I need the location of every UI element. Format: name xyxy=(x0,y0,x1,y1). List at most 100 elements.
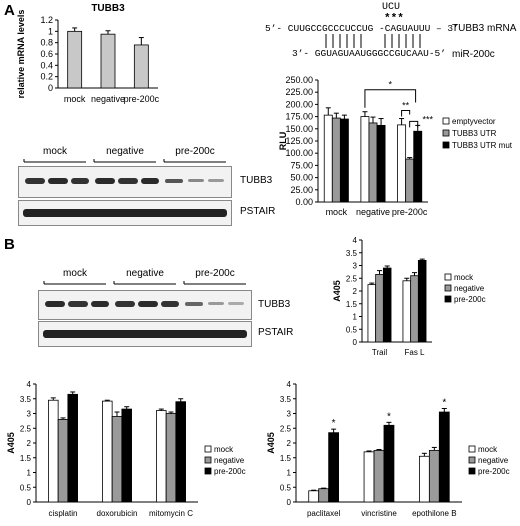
y-tick-label: 0.4 xyxy=(40,60,53,70)
significance-bracket xyxy=(364,89,417,108)
x-tick-label: negative xyxy=(91,94,125,104)
bar xyxy=(373,449,385,503)
bar xyxy=(417,259,427,343)
bar xyxy=(121,408,132,503)
chart-drugs1: 0 0.5 1 1.5 2 2.5 3 3.5 4 A405 cisplatin doxorubici… xyxy=(6,380,246,518)
y-tick-label: 150.00 xyxy=(285,124,313,134)
y-tick-label: 0.5 xyxy=(280,483,292,492)
y-tick-label: 3 xyxy=(27,410,32,419)
bar xyxy=(100,33,116,89)
y-tick-label: 3.5 xyxy=(346,249,358,258)
x-tick-label: mitomycin C xyxy=(149,509,193,518)
blot-b-pstair-bands xyxy=(43,330,247,338)
legend-label: TUBB3 UTR mut xyxy=(452,141,513,150)
bar xyxy=(376,124,386,203)
x-tick-label: Trail xyxy=(372,348,387,357)
y-tick-label: 0.6 xyxy=(40,49,53,59)
legend-swatch xyxy=(442,141,450,149)
bar xyxy=(368,122,378,203)
x-tick-label: Fas L xyxy=(404,348,425,357)
bar xyxy=(382,267,392,343)
x-tick-label: pre-200c xyxy=(392,207,428,217)
bar xyxy=(418,455,430,503)
legend-swatch xyxy=(444,284,452,292)
y-tick-label: 3.5 xyxy=(20,395,32,404)
y-tick-label: 0 xyxy=(27,498,32,507)
y-tick-label: 1 xyxy=(27,469,32,478)
blot-b-tubb3-strip xyxy=(38,290,252,320)
y-tick-label: 2 xyxy=(27,439,32,448)
legend-swatch xyxy=(468,445,476,453)
y-tick-label: 0.5 xyxy=(20,483,32,492)
y-tick-label: 75.00 xyxy=(290,160,313,170)
blot-a-tubb3-strip xyxy=(18,166,232,198)
legend-swatch xyxy=(204,456,212,464)
bar xyxy=(133,44,149,89)
legend-swatch xyxy=(204,445,212,453)
blot-b-tubb3-bands xyxy=(45,301,244,307)
panel-a-letter: A xyxy=(4,2,15,19)
mutation-sequence: UCU xyxy=(382,2,401,13)
x-tick-label: vincristine xyxy=(361,509,397,518)
legend-label: mock xyxy=(454,273,474,282)
y-tick-label: 3 xyxy=(353,262,358,271)
legend-swatch xyxy=(442,117,450,125)
x-tick-label: pre-200c xyxy=(124,94,160,104)
bar xyxy=(375,274,384,343)
bar xyxy=(397,124,407,203)
legend-label: TUBB3 UTR xyxy=(452,129,497,138)
y-tick-label: 50.00 xyxy=(290,173,313,183)
significance-label: *** xyxy=(422,114,433,124)
blot-a-band-tubb3: TUBB3 xyxy=(240,175,273,186)
bar xyxy=(165,413,177,503)
legend-label: pre-200c xyxy=(454,295,486,304)
y-tick-label: 2 xyxy=(287,439,292,448)
y-tick-label: 0 xyxy=(48,83,53,93)
significance-bracket xyxy=(409,120,419,128)
blot-b-band-tubb3: TUBB3 xyxy=(258,299,291,310)
y-tick-label: 1 xyxy=(48,26,53,36)
y-tick-label: 1.5 xyxy=(20,454,32,463)
significance-label: * xyxy=(332,418,336,429)
blot-a-lane-pre200c: pre-200c xyxy=(175,146,215,157)
y-tick-label: 225.00 xyxy=(285,87,313,97)
bar xyxy=(156,410,167,503)
y-tick-label: 2.5 xyxy=(280,424,292,433)
y-tick-label: 1 xyxy=(287,469,292,478)
blot-b-band-pstair: PSTAIR xyxy=(258,327,294,338)
bar xyxy=(360,116,370,203)
bar xyxy=(323,114,333,203)
y-tick-label: 1.2 xyxy=(40,15,53,25)
bar xyxy=(111,416,123,503)
y-tick-label: 4 xyxy=(27,380,32,389)
legend-swatch xyxy=(444,295,452,303)
bar xyxy=(328,432,340,503)
bar xyxy=(48,399,59,503)
y-tick-label: 2 xyxy=(353,287,358,296)
y-tick-label: 3 xyxy=(287,410,292,419)
y-tick-label: 4 xyxy=(353,236,358,245)
significance-label: * xyxy=(442,397,446,408)
x-tick-label: mock xyxy=(64,94,86,104)
y-tick-label: 100.00 xyxy=(285,148,313,158)
bar xyxy=(405,158,415,203)
bar xyxy=(331,117,341,203)
legend-swatch xyxy=(468,467,476,475)
legend-swatch xyxy=(204,467,212,475)
bar xyxy=(102,400,113,503)
bar xyxy=(402,280,412,343)
y-tick-label: 25.00 xyxy=(290,185,313,195)
blot-b-lane-negative: negative xyxy=(126,268,164,279)
significance-label: * xyxy=(387,411,391,422)
y-tick-label: 4 xyxy=(287,380,292,389)
blot-b-lane-pre200c: pre-200c xyxy=(195,268,235,279)
legend-label: mock xyxy=(214,445,234,454)
y-tick-label: 200.00 xyxy=(285,99,313,109)
blot-a-tubb3-bands xyxy=(25,178,224,184)
chart-rlu: 0.00 25.00 50.00 75.00 100.00 125.00 150.00 175… xyxy=(278,75,513,217)
blot-b-pstair-strip xyxy=(38,321,252,347)
significance-label: * xyxy=(389,80,393,90)
bar xyxy=(438,411,450,503)
legend-label: pre-200c xyxy=(478,467,510,476)
significance-label: ** xyxy=(402,101,410,111)
